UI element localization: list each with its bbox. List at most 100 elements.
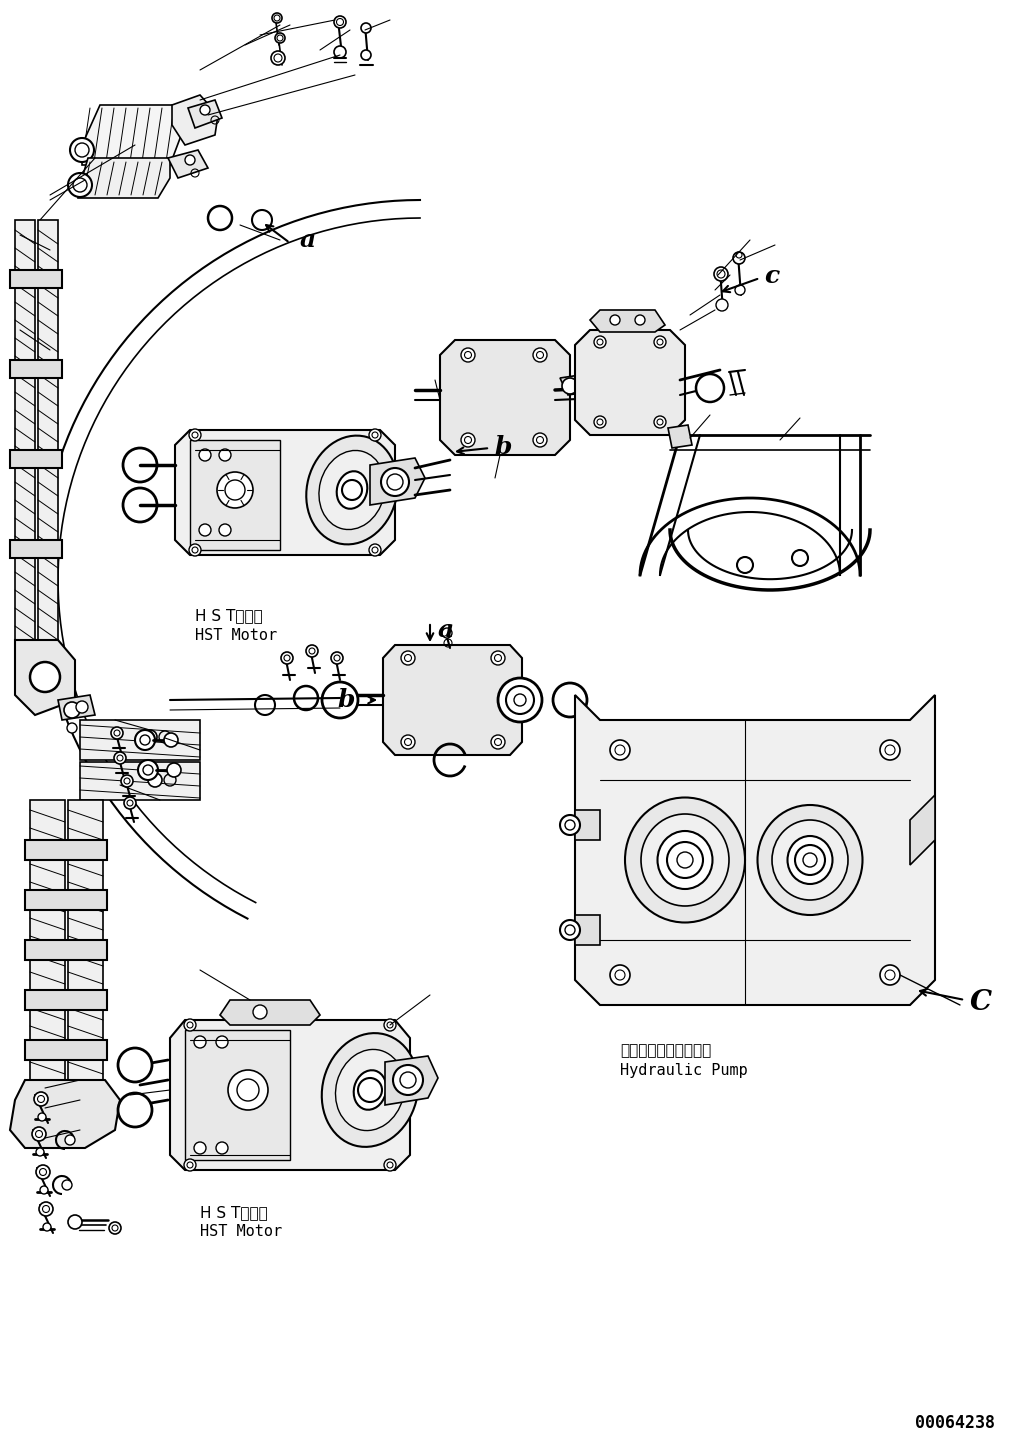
Circle shape [330, 652, 343, 664]
Circle shape [32, 1128, 46, 1140]
Circle shape [401, 734, 415, 749]
Circle shape [219, 524, 231, 536]
Circle shape [275, 33, 285, 43]
Circle shape [36, 1165, 50, 1179]
Ellipse shape [307, 436, 398, 544]
Circle shape [737, 557, 753, 573]
Circle shape [361, 50, 371, 60]
Polygon shape [168, 150, 208, 179]
Circle shape [194, 1142, 206, 1153]
Text: 00064238: 00064238 [915, 1414, 995, 1431]
Ellipse shape [319, 451, 385, 530]
Circle shape [164, 733, 178, 747]
Polygon shape [172, 95, 218, 145]
Polygon shape [58, 696, 95, 720]
Circle shape [514, 694, 526, 706]
Circle shape [795, 845, 825, 876]
Circle shape [562, 377, 578, 395]
Polygon shape [383, 645, 522, 755]
Polygon shape [185, 1030, 290, 1161]
Circle shape [610, 315, 620, 325]
Text: ハイドロリックポンプ: ハイドロリックポンプ [620, 1043, 712, 1058]
Circle shape [381, 468, 409, 495]
Polygon shape [220, 999, 320, 1025]
Circle shape [461, 348, 474, 361]
Polygon shape [190, 441, 280, 550]
Circle shape [44, 1223, 51, 1231]
Circle shape [189, 544, 201, 556]
Polygon shape [68, 801, 103, 1080]
Circle shape [111, 727, 123, 739]
Polygon shape [668, 425, 692, 448]
Circle shape [654, 336, 666, 348]
Circle shape [792, 550, 808, 566]
Circle shape [67, 723, 77, 733]
Ellipse shape [787, 837, 833, 884]
Ellipse shape [337, 471, 368, 508]
Bar [10, 540, 62, 557]
Circle shape [369, 544, 381, 556]
Circle shape [185, 156, 195, 166]
Circle shape [498, 678, 542, 721]
Circle shape [594, 336, 606, 348]
Text: Hydraulic Pump: Hydraulic Pump [620, 1063, 748, 1079]
Circle shape [635, 315, 645, 325]
Circle shape [184, 1020, 196, 1031]
Bar [10, 449, 62, 468]
Circle shape [361, 23, 371, 33]
Polygon shape [440, 340, 570, 455]
Circle shape [654, 416, 666, 428]
Circle shape [184, 1159, 196, 1171]
Polygon shape [38, 220, 58, 639]
Circle shape [369, 429, 381, 441]
Polygon shape [188, 99, 222, 128]
Circle shape [200, 105, 210, 115]
Circle shape [118, 1093, 152, 1128]
Text: b: b [338, 688, 355, 711]
Polygon shape [170, 1020, 410, 1169]
Circle shape [358, 1079, 382, 1102]
Circle shape [594, 416, 606, 428]
Circle shape [735, 285, 745, 295]
Circle shape [716, 300, 728, 311]
Circle shape [114, 752, 126, 765]
Circle shape [62, 1179, 71, 1189]
Polygon shape [78, 158, 170, 197]
Bar [10, 271, 62, 288]
Circle shape [733, 252, 745, 264]
Circle shape [124, 796, 136, 809]
Circle shape [533, 348, 547, 361]
Polygon shape [15, 220, 35, 639]
Circle shape [277, 35, 283, 40]
Circle shape [148, 773, 162, 788]
Circle shape [65, 1135, 75, 1145]
Text: a: a [438, 618, 454, 642]
Circle shape [393, 1066, 423, 1094]
Polygon shape [80, 720, 200, 760]
Circle shape [118, 1048, 152, 1081]
Polygon shape [575, 809, 600, 840]
Circle shape [553, 683, 587, 717]
Polygon shape [30, 801, 65, 1080]
Circle shape [253, 1005, 267, 1020]
Circle shape [109, 1223, 121, 1234]
Ellipse shape [625, 798, 745, 923]
Circle shape [217, 472, 253, 508]
Circle shape [215, 1035, 228, 1048]
Ellipse shape [353, 1070, 386, 1110]
Bar [25, 890, 107, 910]
Text: b: b [494, 435, 512, 459]
Circle shape [121, 775, 133, 788]
Circle shape [880, 740, 900, 760]
Circle shape [30, 662, 60, 693]
Bar [25, 940, 107, 960]
Circle shape [442, 628, 452, 638]
Circle shape [123, 488, 157, 521]
Circle shape [696, 374, 724, 402]
Text: a: a [300, 228, 316, 252]
Circle shape [167, 763, 181, 778]
Ellipse shape [658, 831, 713, 888]
Circle shape [322, 683, 358, 719]
Circle shape [64, 701, 80, 719]
Ellipse shape [641, 814, 729, 906]
